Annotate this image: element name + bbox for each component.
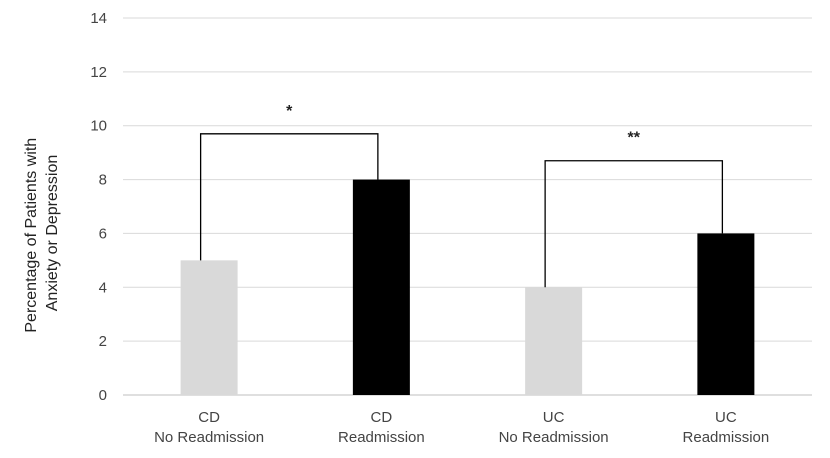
y-tick-label: 14 bbox=[90, 10, 107, 27]
category-label-line: UC bbox=[715, 409, 737, 426]
gridlines bbox=[123, 17, 812, 396]
category-label-line: CD bbox=[198, 409, 220, 426]
bars bbox=[180, 179, 755, 395]
y-tick-label: 0 bbox=[99, 387, 107, 404]
category-label: CD Readmission bbox=[338, 409, 425, 446]
category-label-line: No Readmission bbox=[499, 429, 609, 446]
y-axis-ticks: 0 2 4 6 8 10 12 14 bbox=[90, 10, 107, 404]
bar bbox=[525, 287, 583, 395]
y-tick-label: 10 bbox=[90, 118, 107, 135]
category-label-line: No Readmission bbox=[154, 429, 264, 446]
bar bbox=[697, 233, 755, 395]
y-axis-label-line-1: Percentage of Patients with bbox=[23, 138, 40, 333]
y-tick-label: 12 bbox=[90, 64, 107, 81]
category-label-line: Readmission bbox=[338, 429, 425, 446]
significance-brackets: *** bbox=[199, 103, 724, 288]
bar bbox=[352, 179, 410, 395]
y-axis-label-line-2: Anxiety or Depression bbox=[44, 155, 61, 312]
significance-bracket bbox=[544, 160, 724, 288]
significance-marker: ** bbox=[628, 130, 641, 147]
y-axis-label: Percentage of Patients with Anxiety or D… bbox=[23, 133, 61, 332]
y-tick-label: 4 bbox=[99, 279, 107, 296]
category-label-line: Readmission bbox=[683, 429, 770, 446]
bar bbox=[180, 260, 238, 395]
category-label: UC No Readmission bbox=[499, 409, 609, 446]
category-label-line: CD bbox=[371, 409, 393, 426]
x-axis-categories: CD No Readmission CD Readmission UC No Readmi… bbox=[154, 409, 769, 446]
category-label-line: UC bbox=[543, 409, 565, 426]
significance-marker: * bbox=[286, 103, 293, 120]
significance-bracket bbox=[199, 133, 379, 261]
category-label: UC Readmission bbox=[683, 409, 770, 446]
y-tick-label: 8 bbox=[99, 172, 107, 189]
y-tick-label: 2 bbox=[99, 333, 107, 350]
category-label: CD No Readmission bbox=[154, 409, 264, 446]
y-tick-label: 6 bbox=[99, 225, 107, 242]
